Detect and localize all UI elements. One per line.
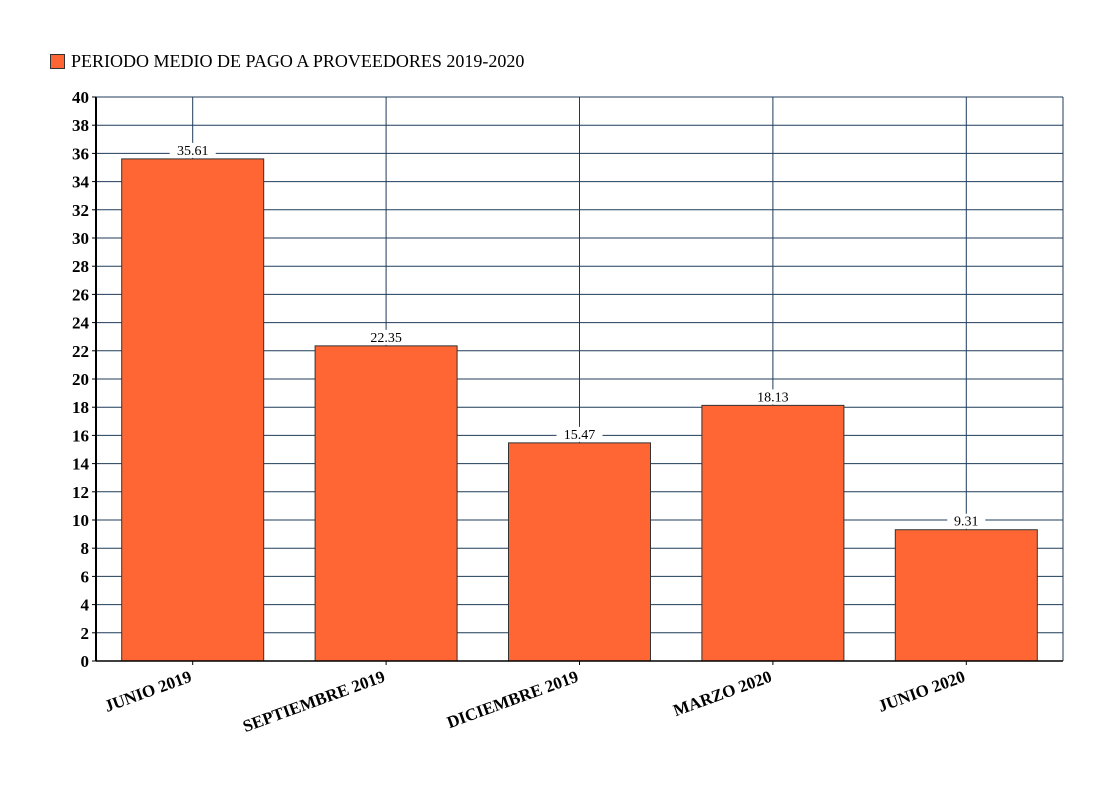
data-label: 22.35: [370, 331, 402, 346]
y-tick-label: 18: [72, 398, 89, 417]
data-label-bg: [556, 426, 603, 442]
data-label: 35.61: [177, 144, 209, 159]
bar: [508, 442, 651, 662]
y-tick-label: 12: [72, 483, 89, 502]
y-tick-label: 32: [72, 201, 89, 220]
legend-label: PERIODO MEDIO DE PAGO A PROVEEDORES 2019…: [71, 51, 525, 71]
y-tick-label: 4: [81, 596, 90, 615]
y-tick-label: 14: [72, 455, 90, 474]
y-tick-label: 10: [72, 511, 89, 530]
data-label: 15.47: [564, 428, 596, 443]
data-label-bg: [749, 389, 796, 405]
y-tick-label: 16: [72, 426, 89, 445]
y-tick-label: 0: [81, 652, 90, 671]
y-tick-label: 22: [72, 342, 89, 361]
x-tick-label: JUNIO 2020: [876, 667, 968, 716]
x-tick-label: SEPTIEMBRE 2019: [240, 667, 387, 736]
legend-swatch: [50, 54, 65, 69]
y-tick-label: 36: [72, 144, 89, 163]
data-label-bg: [947, 513, 986, 529]
y-tick-label: 8: [81, 539, 90, 558]
y-tick-label: 24: [72, 314, 90, 333]
y-tick-label: 20: [72, 370, 89, 389]
y-tick-label: 6: [81, 567, 90, 586]
y-tick-label: 28: [72, 257, 89, 276]
legend: PERIODO MEDIO DE PAGO A PROVEEDORES 2019…: [50, 51, 524, 72]
y-tick-label: 34: [72, 173, 90, 192]
bar: [314, 345, 458, 662]
data-label: 9.31: [954, 515, 979, 530]
y-tick-label: 30: [72, 229, 89, 248]
x-tick-label: JUNIO 2019: [102, 667, 194, 716]
x-tick-label: DICIEMBRE 2019: [444, 667, 581, 732]
x-tick-label: MARZO 2020: [671, 667, 775, 720]
data-label: 18.13: [757, 390, 789, 405]
y-tick-label: 40: [72, 88, 89, 107]
bar: [701, 404, 845, 662]
data-label-bg: [169, 142, 216, 158]
y-tick-label: 2: [81, 624, 90, 643]
y-tick-label: 26: [72, 285, 89, 304]
bar: [894, 529, 1038, 662]
bar: [121, 158, 265, 662]
data-label-bg: [363, 329, 410, 345]
y-tick-label: 38: [72, 116, 89, 135]
